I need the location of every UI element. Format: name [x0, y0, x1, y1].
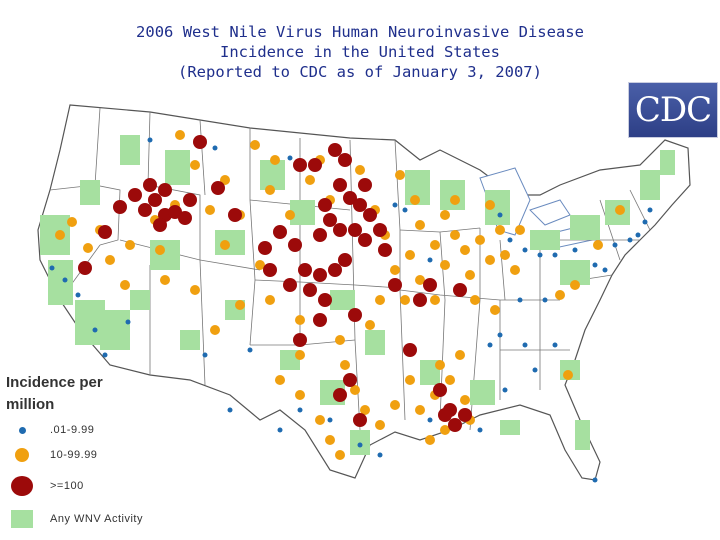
title-line-1: 2006 West Nile Virus Human Neuroinvasive… [136, 23, 584, 41]
incidence-mid-markers [55, 130, 625, 460]
legend-item-high: >=100 [6, 476, 84, 496]
title-line-3: (Reported to CDC as of January 3, 2007) [178, 63, 542, 81]
dark-red-dot-icon [6, 476, 38, 496]
incidence-high-markers [78, 135, 472, 432]
green-square-icon [6, 510, 38, 528]
legend-label-low: .01-9.99 [50, 424, 95, 436]
legend-item-activity: Any WNV Activity [6, 510, 143, 528]
legend-label-high: >=100 [50, 480, 84, 492]
orange-dot-icon [6, 448, 38, 462]
legend-title: Incidence per million [6, 372, 116, 416]
legend-title-line-2: million [6, 396, 55, 413]
cdc-logo: CDC [628, 82, 718, 138]
incidence-low-markers [49, 137, 653, 483]
small-blue-dot-icon [6, 426, 38, 434]
legend-item-mid: 10-99.99 [6, 448, 97, 462]
legend-label-mid: 10-99.99 [50, 449, 98, 461]
cdc-logo-text: CDC [634, 90, 712, 130]
legend-label-activity: Any WNV Activity [50, 513, 143, 525]
title-line-2: Incidence in the United States [220, 43, 500, 61]
map-title: 2006 West Nile Virus Human Neuroinvasive… [0, 22, 720, 82]
legend-item-low: .01-9.99 [6, 424, 94, 436]
legend-title-line-1: Incidence per [6, 374, 103, 391]
